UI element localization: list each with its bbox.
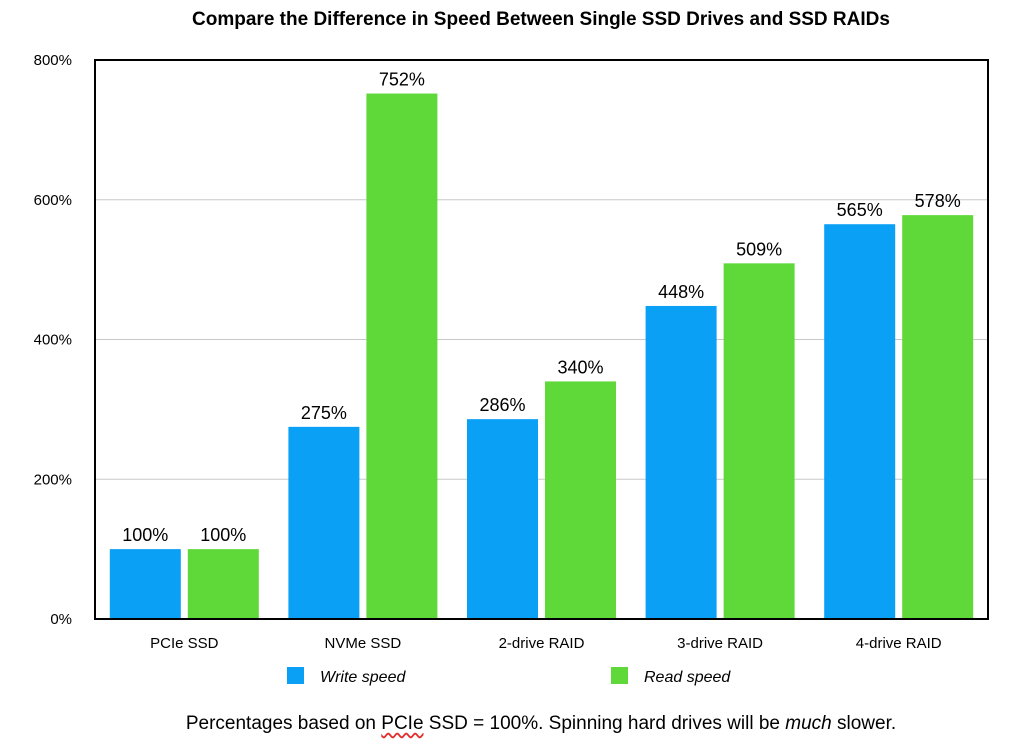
data-label: 448% — [658, 282, 704, 302]
category-label: 3-drive RAID — [677, 635, 763, 652]
data-label: 286% — [479, 395, 525, 415]
category-labels: PCIe SSD NVMe SSD 2-drive RAID 3-drive RAID… — [150, 635, 942, 652]
bar-write-speed — [109, 549, 181, 619]
footnote: Percentages based on PCIe SSD = 100%. Sp… — [0, 713, 1024, 735]
footnote-emphasis: much — [785, 713, 832, 734]
bar-read-speed — [366, 93, 438, 620]
data-label: 340% — [557, 357, 603, 377]
category-label: NVMe SSD — [325, 635, 402, 652]
bar-read-speed — [187, 549, 259, 619]
y-tick-label: 0% — [50, 611, 72, 628]
data-label: 100% — [122, 525, 168, 545]
bar-write-speed — [824, 224, 896, 620]
data-label: 578% — [915, 191, 961, 211]
chart-title: Compare the Difference in Speed Between … — [192, 9, 890, 30]
plot-area-border — [94, 59, 989, 620]
data-label: 752% — [379, 70, 425, 90]
footnote-spellcheck-term: PCIe — [381, 713, 424, 734]
footnote-text-end: slower. — [831, 713, 897, 734]
category-label: PCIe SSD — [150, 635, 219, 652]
data-label: 275% — [301, 403, 347, 423]
bar-write-speed — [288, 426, 360, 619]
bars — [109, 93, 974, 620]
y-tick-label: 200% — [34, 471, 72, 488]
data-labels: 100% 100% 275% 752% 286% 340% 448% 509% 565% 578% — [122, 70, 960, 546]
y-tick-label: 600% — [34, 192, 72, 209]
footnote-text-middle: SSD = 100%. Spinning hard drives will be — [423, 713, 786, 734]
legend-swatch — [611, 667, 628, 684]
bar-read-speed — [545, 381, 616, 619]
data-label: 509% — [736, 239, 782, 259]
category-label: 2-drive RAID — [499, 635, 585, 652]
y-tick-labels: 0% 200% 400% 600% 800% — [34, 52, 72, 628]
legend-label: Write speed — [320, 669, 406, 686]
data-label: 100% — [200, 525, 246, 545]
bar-write-speed — [645, 305, 717, 619]
data-label: 565% — [837, 200, 883, 220]
category-label: 4-drive RAID — [856, 635, 942, 652]
bar-read-speed — [902, 215, 974, 619]
legend: Write speed Read speed — [287, 667, 731, 686]
bar-read-speed — [723, 263, 795, 619]
footnote-text-start: Percentages based on — [185, 713, 382, 734]
y-tick-label: 800% — [34, 52, 72, 69]
bar-write-speed — [467, 419, 538, 619]
legend-swatch — [287, 667, 304, 684]
y-tick-label: 400% — [34, 332, 72, 349]
legend-label: Read speed — [644, 669, 731, 686]
